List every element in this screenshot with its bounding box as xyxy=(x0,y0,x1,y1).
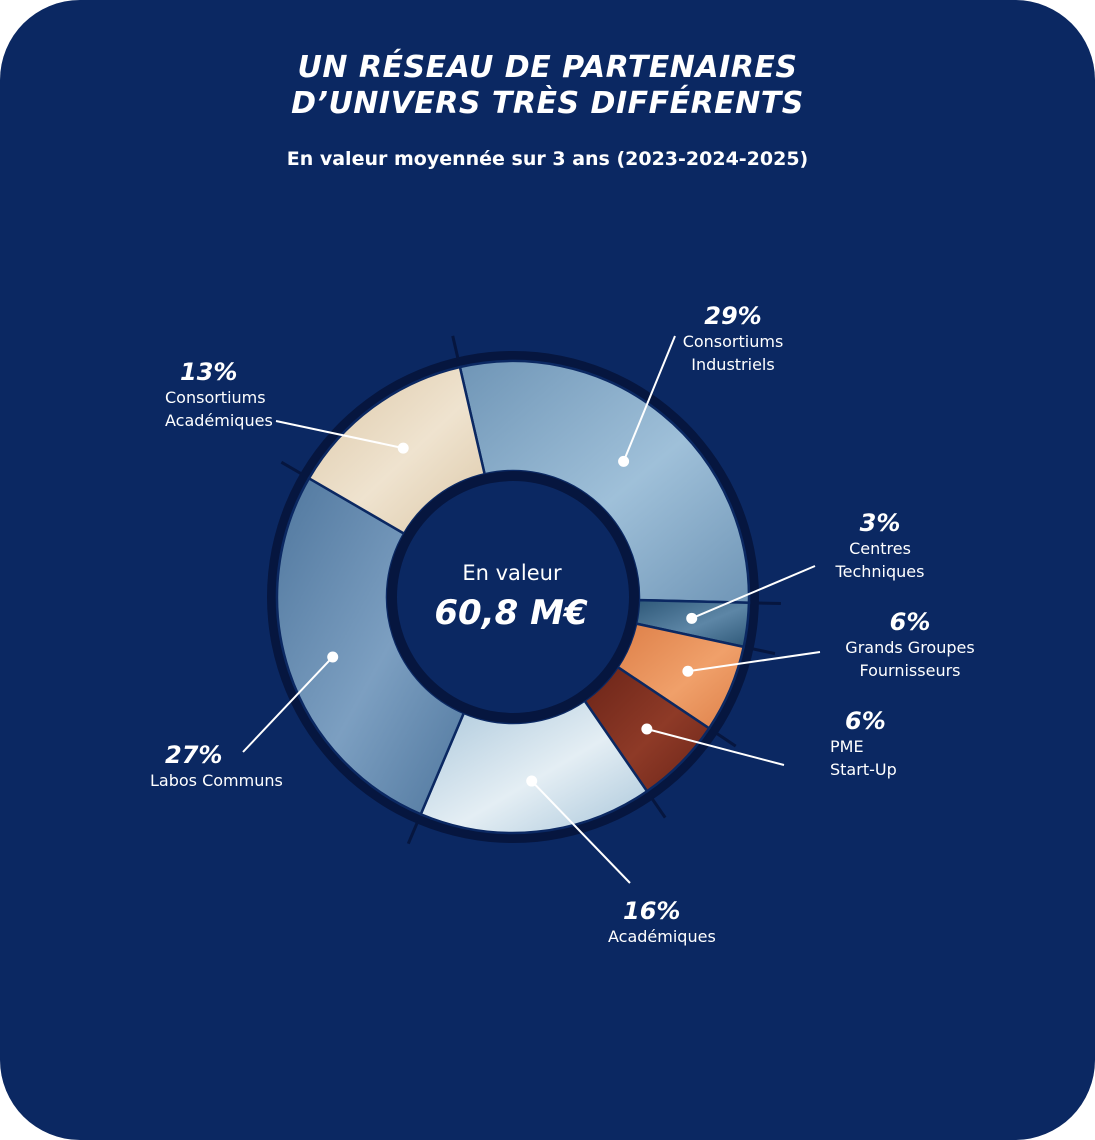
slice-label: Techniques xyxy=(835,562,925,581)
slice-label: Consortiums xyxy=(683,332,784,351)
slice-separator xyxy=(406,821,420,845)
slice-percent: 13% xyxy=(180,358,237,386)
slice-labels: 29% Consortiums Industriels 3% Centres Techni… xyxy=(150,302,975,946)
leader-line xyxy=(530,780,631,884)
slice-label: Industriels xyxy=(691,355,774,374)
slice-percent: 16% xyxy=(623,897,680,925)
slice-separator xyxy=(451,335,460,360)
slice-percent: 29% xyxy=(704,302,761,330)
leader-dot xyxy=(641,723,653,735)
slice-percent: 3% xyxy=(860,509,901,537)
title-line-1: UN RÉSEAU DE PARTENAIRES xyxy=(297,50,798,85)
slice-percent: 6% xyxy=(890,608,931,636)
title-line-2: D’UNIVERS TRÈS DIFFÉRENTS xyxy=(291,86,804,121)
leader-line xyxy=(691,565,816,620)
leader-line xyxy=(242,656,334,753)
slice-label: Académiques xyxy=(608,927,716,946)
slice-separator xyxy=(650,796,667,819)
leader-dot xyxy=(618,455,630,467)
leader-dot xyxy=(526,775,538,787)
slice-separator xyxy=(280,460,303,476)
slice-percent: 6% xyxy=(845,707,886,735)
slice-label: Start-Up xyxy=(830,760,897,779)
slice-separator xyxy=(751,647,776,656)
slice-percent: 27% xyxy=(165,741,222,769)
slice-separator xyxy=(756,601,781,606)
leader-line xyxy=(275,420,404,450)
leader-dot xyxy=(327,651,339,663)
slice-label: Labos Communs xyxy=(150,771,283,790)
leader-dot xyxy=(686,612,698,624)
slice-label: Fournisseurs xyxy=(859,661,960,680)
leader-line xyxy=(622,335,676,462)
leader-lines xyxy=(242,335,821,884)
leader-line xyxy=(646,728,785,766)
leader-dot xyxy=(682,665,694,677)
center-fill xyxy=(397,481,629,713)
leader-line xyxy=(687,651,821,673)
slice-label: Consortiums xyxy=(165,388,266,407)
slice-label: PME xyxy=(830,737,864,756)
slice-label: Grands Groupes xyxy=(845,638,974,657)
center-value: 60,8 M€ xyxy=(434,593,588,633)
center-label: En valeur xyxy=(462,561,562,585)
subtitle: En valeur moyennée sur 3 ans (2023-2024-… xyxy=(286,148,809,170)
leader-dot xyxy=(397,442,409,454)
slice-separator xyxy=(714,731,737,748)
center-disc xyxy=(387,471,639,723)
slice-label: Centres xyxy=(849,539,911,558)
slice-label: Académiques xyxy=(165,411,273,430)
